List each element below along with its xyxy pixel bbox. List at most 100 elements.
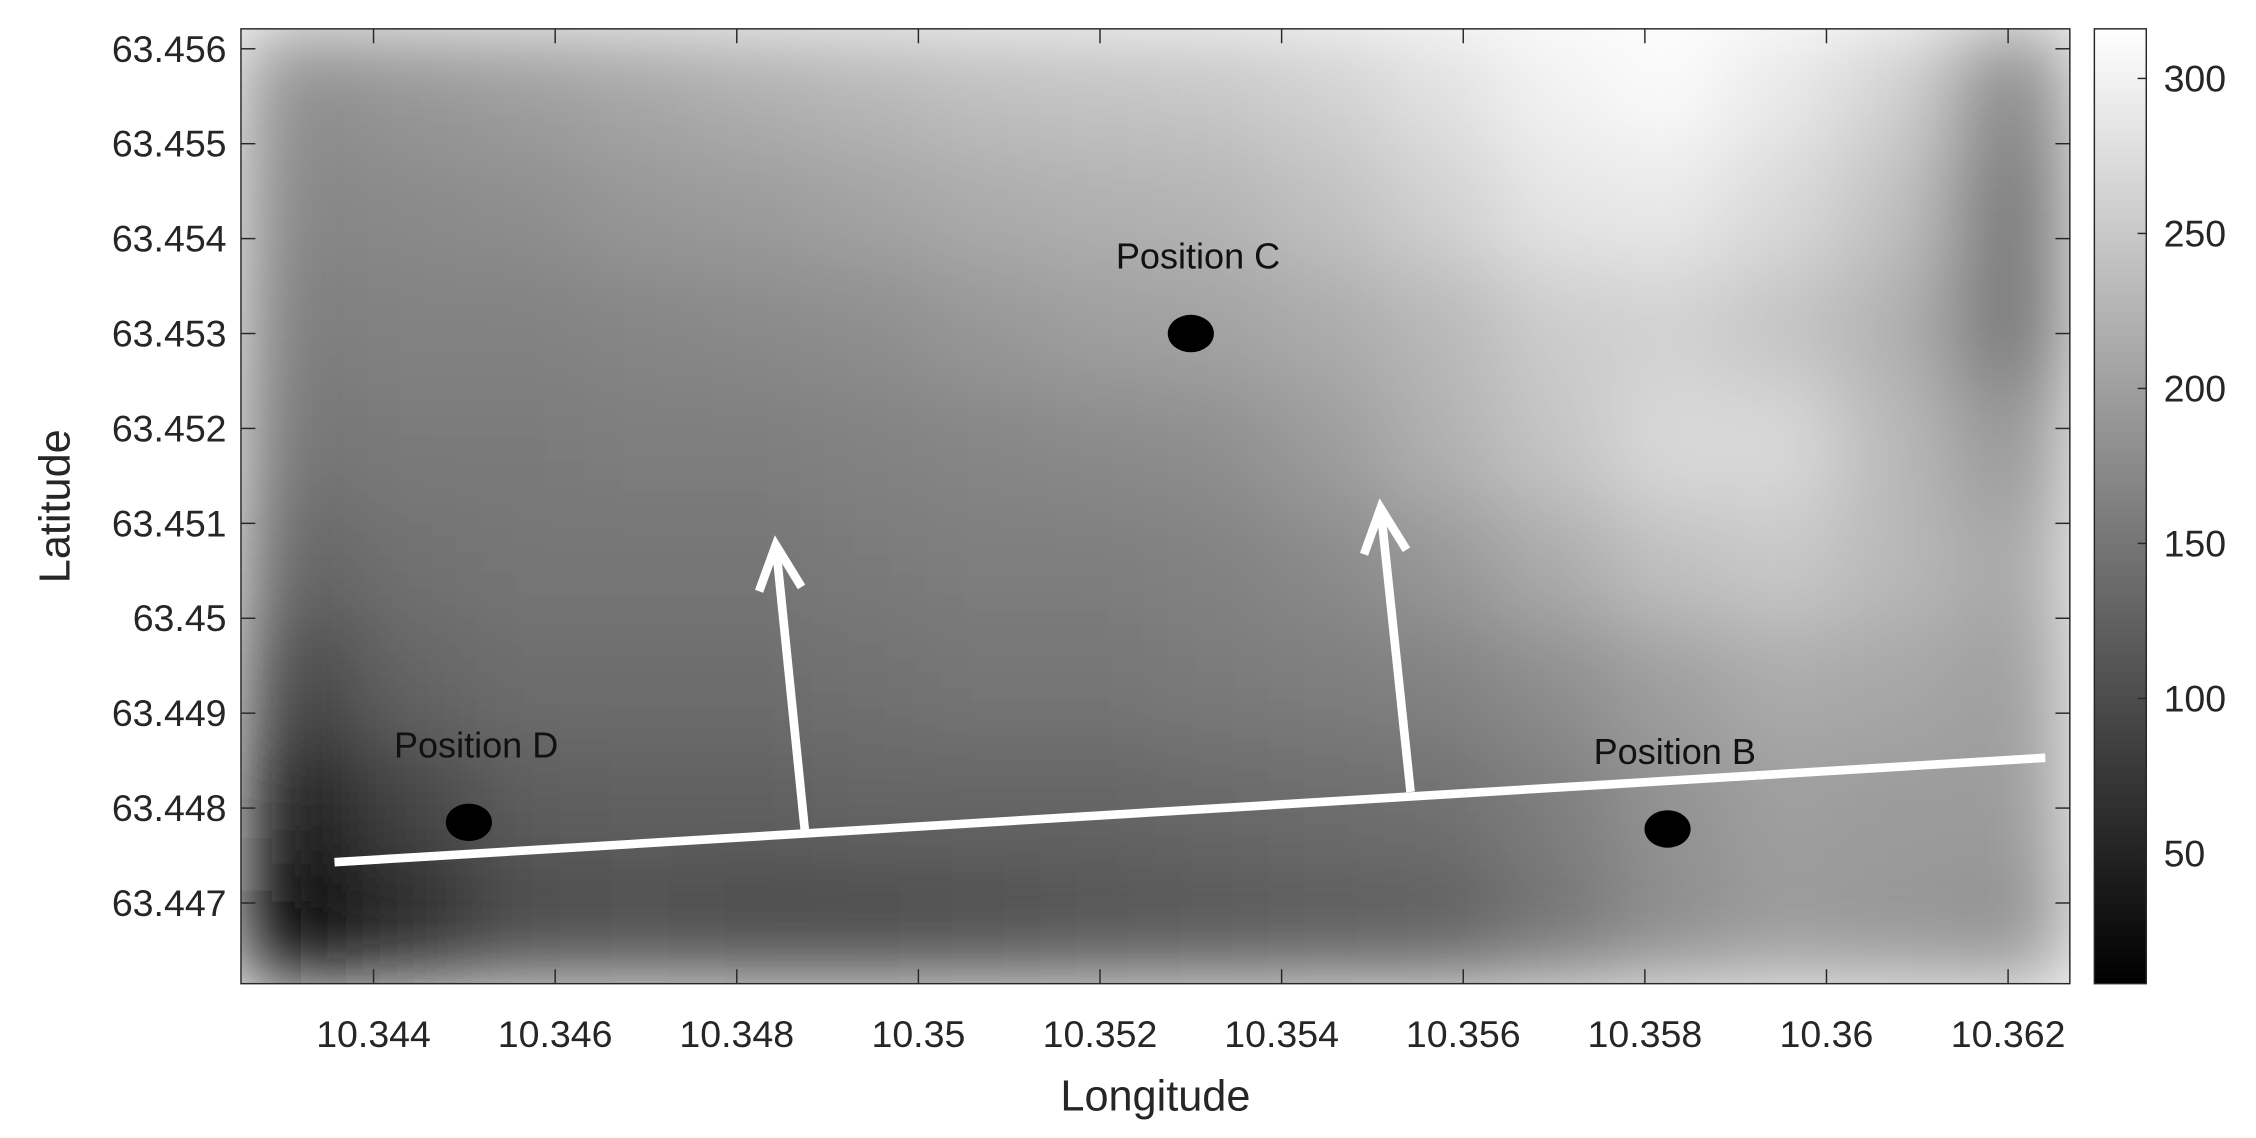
- heatmap-cells: [240, 28, 2070, 984]
- heat-cell: [240, 505, 356, 627]
- heat-cell: [1268, 266, 1385, 388]
- heat-cell: [697, 28, 814, 149]
- y-tick-label: 63.453: [112, 312, 227, 354]
- heat-cell: [811, 624, 928, 746]
- heat-cell: [1840, 28, 1957, 149]
- arrow-shaft: [1376, 507, 1415, 793]
- arrow-head: [755, 535, 806, 593]
- heat-cell: [354, 863, 471, 984]
- colorbar-tick-label: 200: [2164, 367, 2227, 409]
- heat-cell: [468, 147, 585, 269]
- heat-cell: [811, 386, 928, 507]
- position-marker: [1167, 314, 1214, 353]
- heat-cell: [1497, 28, 1614, 149]
- heat-cell: [926, 624, 1042, 746]
- y-tick-label: 63.449: [112, 692, 227, 734]
- colorbar-tick-label: 100: [2164, 677, 2227, 719]
- heat-cell: [1497, 147, 1614, 269]
- heatmap: [240, 28, 2070, 984]
- heat-cell: [1726, 744, 1842, 866]
- y-tick-label: 63.45: [133, 597, 227, 639]
- heat-cell: [240, 624, 356, 746]
- heat-cell: [926, 28, 1042, 149]
- heat-cell: [1497, 744, 1614, 866]
- position-label: Position C: [1116, 236, 1280, 277]
- heat-cell: [583, 863, 699, 984]
- heat-cell: [1154, 863, 1271, 984]
- heat-cell: [926, 744, 1042, 866]
- heat-cell: [583, 266, 699, 388]
- heat-cell: [1383, 28, 1500, 149]
- heat-cell: [811, 863, 928, 984]
- heat-cell: [354, 624, 471, 746]
- heat-cell: [240, 28, 356, 149]
- heat-cell: [1497, 266, 1614, 388]
- transect-line: [334, 753, 2046, 867]
- heat-cell: [354, 266, 471, 388]
- heat-cell: [811, 744, 928, 866]
- colorbar-tick-label: 250: [2164, 212, 2227, 254]
- heat-cell: [1726, 863, 1842, 984]
- x-tick-label: 10.352: [1043, 1013, 1158, 1055]
- heat-cell: [1954, 28, 2070, 149]
- colorbar-tick-label: 50: [2164, 832, 2206, 874]
- heat-cell: [1611, 505, 1728, 627]
- x-tick-label: 10.344: [316, 1013, 431, 1055]
- heat-cell: [1383, 744, 1500, 866]
- heat-cell: [1726, 28, 1842, 149]
- heat-cell: [1497, 505, 1614, 627]
- heat-cell: [811, 147, 928, 269]
- heat-cell: [926, 863, 1042, 984]
- heat-cell: [1726, 624, 1842, 746]
- heat-cell: [1383, 266, 1500, 388]
- heat-cell: [468, 624, 585, 746]
- position-label: Position D: [394, 724, 558, 765]
- heat-cell: [1840, 624, 1957, 746]
- heat-cell: [1611, 863, 1728, 984]
- heat-cell: [1611, 147, 1728, 269]
- heat-cell: [1954, 147, 2070, 269]
- heat-cell: [1726, 386, 1842, 507]
- y-tick-label: 63.447: [112, 882, 227, 924]
- heat-cell: [1040, 744, 1157, 866]
- y-tick-label: 63.448: [112, 787, 227, 829]
- heat-cell: [811, 266, 928, 388]
- heat-cell: [1383, 863, 1500, 984]
- heat-cell: [583, 28, 699, 149]
- arrow-head: [1359, 498, 1411, 556]
- heat-cell: [354, 147, 471, 269]
- heat-cell: [1954, 505, 2070, 627]
- heat-cell: [240, 147, 356, 269]
- x-tick-label: 10.358: [1588, 1013, 1703, 1055]
- arrow-shaft: [771, 544, 810, 832]
- heat-cell: [583, 505, 699, 627]
- heat-cell: [1040, 863, 1157, 984]
- heat-cell: [1268, 386, 1385, 507]
- heat-cell: [697, 147, 814, 269]
- heat-cell: [926, 505, 1042, 627]
- position-label: Position B: [1594, 731, 1756, 772]
- heat-cell: [1611, 386, 1728, 507]
- colorbar-tick-label: 300: [2164, 57, 2227, 99]
- heat-cell: [1040, 28, 1157, 149]
- heat-cell: [697, 505, 814, 627]
- heat-cell: [1726, 505, 1842, 627]
- position-marker: [1644, 810, 1691, 848]
- heat-cell: [1154, 624, 1271, 746]
- heat-cell: [583, 386, 699, 507]
- y-tick-label: 63.452: [112, 407, 227, 449]
- heat-cell: [1840, 505, 1957, 627]
- heat-cell: [1954, 266, 2070, 388]
- y-axis-label: Latitude: [31, 429, 79, 583]
- position-marker: [445, 803, 492, 842]
- heat-cell: [1726, 266, 1842, 388]
- heat-cell: [240, 744, 356, 866]
- overlay: [334, 314, 2046, 867]
- x-tick-label: 10.354: [1224, 1013, 1339, 1055]
- heat-cell: [1383, 147, 1500, 269]
- heat-cell: [468, 505, 585, 627]
- heat-cell: [926, 147, 1042, 269]
- heat-cell: [1497, 863, 1614, 984]
- heat-cell: [1383, 386, 1500, 507]
